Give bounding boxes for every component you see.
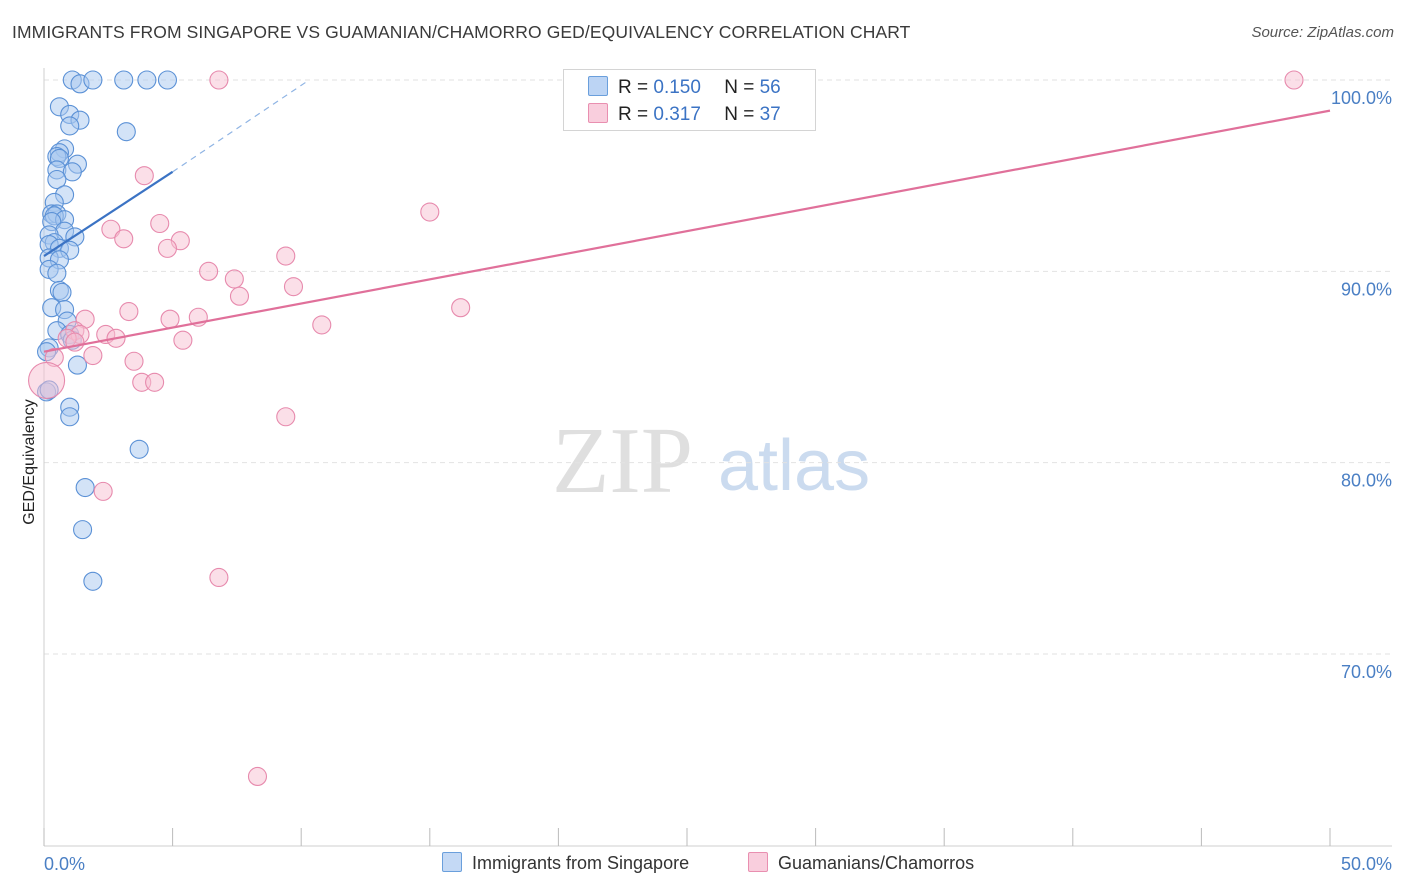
legend-row-chamorro: R = 0.317 N = 37: [588, 103, 781, 127]
point-chamorro-34: [93, 481, 113, 501]
point-chamorro-10: [199, 261, 219, 281]
data-points: [28, 70, 1304, 787]
point-chamorro-33: [276, 407, 296, 427]
stats-legend: R = 0.150 N = 56 R = 0.317 N = 37: [563, 69, 816, 131]
point-chamorro-36: [247, 766, 268, 787]
point-chamorro-32: [28, 361, 66, 399]
y-tick-label-80: 80.0%: [1341, 471, 1392, 491]
legend-r-label: R =: [618, 104, 649, 125]
x-tick-label-max: 50.0%: [1341, 854, 1392, 874]
source-label: Source: ZipAtlas.com: [1251, 24, 1394, 41]
point-chamorro-9: [276, 246, 296, 266]
point-chamorro-1: [1284, 70, 1304, 90]
point-chamorro-13: [229, 286, 250, 306]
point-singapore-53: [73, 520, 93, 540]
point-chamorro-15: [119, 301, 139, 322]
point-chamorro-19: [312, 315, 332, 335]
point-chamorro-8: [157, 238, 178, 258]
point-singapore-5: [157, 70, 178, 90]
point-singapore-38: [52, 282, 72, 302]
point-chamorro-11: [224, 269, 244, 289]
y-tick-label-90: 90.0%: [1341, 279, 1392, 299]
trend-chamorro: [43, 109, 1331, 353]
point-singapore-17: [62, 162, 82, 182]
point-singapore-2: [83, 70, 103, 90]
point-chamorro-2: [134, 166, 154, 186]
point-chamorro-4: [150, 213, 170, 234]
legend-r-value: 0.317: [653, 104, 701, 125]
point-chamorro-6: [114, 229, 134, 249]
point-singapore-3: [114, 70, 134, 90]
point-singapore-10: [116, 122, 136, 142]
point-chamorro-25: [173, 330, 193, 350]
point-chamorro-0: [209, 70, 229, 90]
trend-lines: [43, 81, 1331, 353]
trend-singapore: [43, 170, 174, 257]
bottom-legend-chamorro: Guamanians/Chamorros: [748, 852, 974, 874]
legend-swatch-blue: [588, 76, 608, 96]
point-singapore-18: [47, 169, 67, 190]
point-singapore-9: [60, 116, 80, 136]
point-singapore-52: [75, 477, 95, 498]
y-tick-label-100: 100.0%: [1331, 88, 1392, 108]
gridlines: [44, 79, 1392, 655]
point-singapore-36: [47, 263, 67, 283]
point-chamorro-12: [283, 277, 304, 297]
point-chamorro-3: [420, 202, 440, 222]
point-chamorro-31: [145, 372, 165, 392]
point-singapore-50: [60, 407, 80, 427]
point-chamorro-5: [101, 219, 121, 239]
point-chamorro-29: [124, 351, 144, 371]
point-chamorro-14: [451, 298, 471, 318]
point-singapore-4: [137, 70, 157, 90]
legend-row-singapore: R = 0.150 N = 56: [588, 76, 781, 100]
legend-swatch-pink: [588, 103, 608, 123]
legend-r-label: R =: [618, 77, 649, 98]
legend-n-value: 56: [759, 77, 781, 98]
chart-title: IMMIGRANTS FROM SINGAPORE VS GUAMANIAN/C…: [12, 22, 911, 42]
legend-r-value: 0.150: [653, 77, 701, 98]
bottom-legend-swatch-blue: [442, 852, 462, 872]
y-axis-label: GED/Equivalency: [21, 399, 38, 524]
bottom-legend-singapore: Immigrants from Singapore: [442, 852, 689, 874]
x-tick-label-min: 0.0%: [44, 854, 85, 874]
point-chamorro-35: [209, 567, 229, 588]
trend-singapore-extension: [172, 81, 307, 173]
y-tick-labels: 70.0% 80.0% 90.0% 100.0%: [1331, 88, 1392, 682]
bottom-legend-label: Guamanians/Chamorros: [778, 853, 975, 873]
legend-n-value: 37: [759, 104, 781, 125]
axes: [43, 68, 1392, 847]
point-singapore-51: [129, 439, 149, 459]
watermark-zip: ZIP: [552, 409, 693, 513]
watermark-atlas: atlas: [718, 426, 870, 506]
bottom-legend-swatch-pink: [748, 852, 768, 872]
point-chamorro-26: [65, 332, 85, 352]
bottom-legend-label: Immigrants from Singapore: [472, 853, 690, 873]
point-chamorro-17: [160, 309, 180, 329]
point-chamorro-27: [83, 345, 103, 366]
legend-n-label: N =: [724, 77, 755, 98]
point-singapore-54: [83, 571, 103, 591]
legend-n-label: N =: [724, 104, 755, 125]
x-ticks: [43, 828, 1331, 846]
y-tick-label-70: 70.0%: [1341, 662, 1392, 682]
point-singapore-47: [67, 355, 87, 375]
